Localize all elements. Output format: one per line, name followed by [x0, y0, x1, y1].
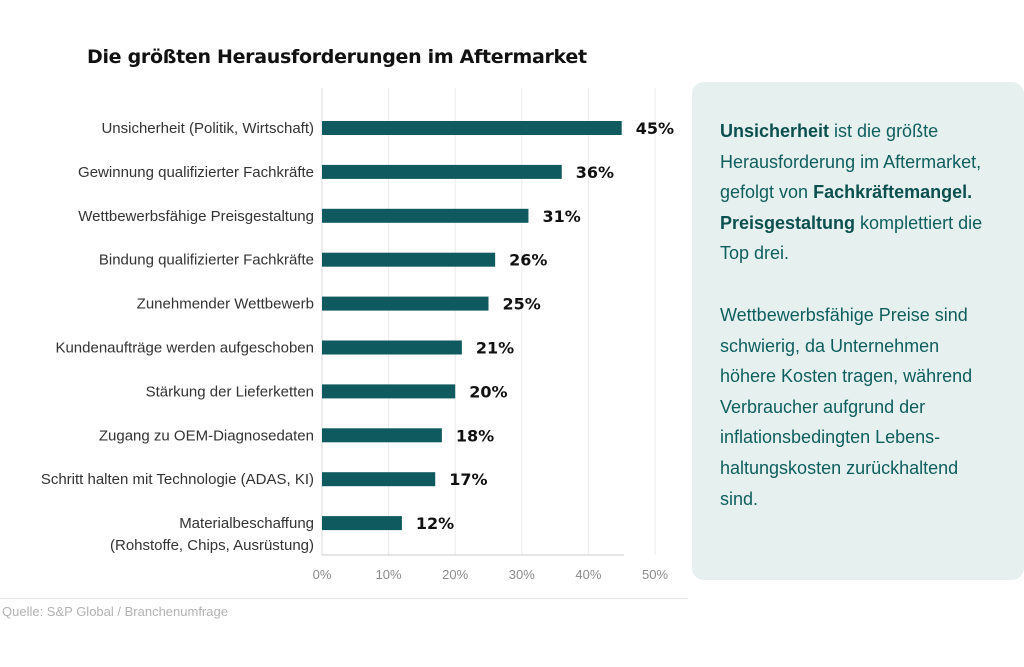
category-label: Gewinnung qualifizierter Fachkräfte: [78, 164, 314, 181]
chart-title: Die größten Herausforderungen im Afterma…: [87, 46, 587, 68]
x-tick-label: 10%: [376, 567, 402, 582]
value-label: 31%: [542, 207, 580, 226]
category-label: Zunehmender Wettbewerb: [137, 296, 314, 313]
value-label: 17%: [449, 470, 487, 489]
category-label: Schritt halten mit Technologie (ADAS, KI…: [41, 471, 314, 488]
bar: [322, 296, 489, 311]
info-text-1: ist die größte Herausforderung im Afterm…: [720, 121, 982, 203]
source-divider: [0, 598, 688, 599]
x-tick-label: 50%: [642, 567, 668, 582]
bar: [322, 472, 436, 487]
value-label: 21%: [476, 339, 514, 358]
x-tick-label: 0%: [313, 567, 332, 582]
x-tick-label: 20%: [442, 567, 468, 582]
category-label-line: (Rohstoffe, Chips, Ausrüstung): [110, 537, 314, 554]
info-text-2: komplettiert die Top drei.: [720, 212, 983, 264]
info-panel: Unsicherheit ist die größte Herausforder…: [692, 82, 1024, 580]
bar: [322, 428, 442, 443]
value-label: 12%: [416, 514, 454, 533]
category-label: Bindung qualifizierter Fachkräfte: [99, 252, 314, 269]
value-label: 26%: [509, 251, 547, 270]
x-tick-label: 40%: [575, 567, 601, 582]
bar: [322, 516, 402, 531]
category-label: Stärkung der Lieferketten: [146, 383, 314, 400]
category-label: Materialbeschaffung (Rohstoffe, Chips, Au…: [110, 515, 314, 554]
bar: [322, 208, 529, 223]
source-note: Quelle: S&P Global / Branchenumfrage: [2, 604, 228, 619]
value-label: 20%: [469, 382, 507, 401]
category-label: Wettbewerbsfähige Preisgestaltung: [78, 208, 314, 225]
bar-chart: 0% 10% 20% 30% 40% 50% Unsicherheit (Politik, …: [41, 88, 674, 582]
info-paragraph-2: Wettbewerbsfähige Preise sind schwierig,…: [720, 304, 973, 509]
value-label: 18%: [456, 426, 494, 445]
info-paragraph-1: Unsicherheit ist die größte Herausforder…: [720, 116, 996, 269]
category-label-line: Materialbeschaffung: [179, 515, 314, 532]
bar: [322, 340, 462, 355]
x-tick-label: 30%: [509, 567, 535, 582]
value-label: 36%: [576, 163, 614, 182]
value-label: 25%: [503, 295, 541, 314]
category-label: Zugang zu OEM-Diagnosedaten: [99, 427, 314, 444]
value-label: 45%: [636, 119, 674, 138]
category-label: Kundenaufträge werden aufgeschoben: [55, 340, 314, 357]
bar: [322, 252, 496, 267]
bar: [322, 384, 456, 399]
category-label: Unsicherheit (Politik, Wirtschaft): [101, 120, 314, 137]
bar: [322, 164, 562, 179]
info-bold-2: Fachkräftemangel. Preisgestaltung: [720, 182, 973, 233]
info-bold-1: Unsicherheit: [720, 121, 830, 141]
bar: [322, 121, 622, 135]
